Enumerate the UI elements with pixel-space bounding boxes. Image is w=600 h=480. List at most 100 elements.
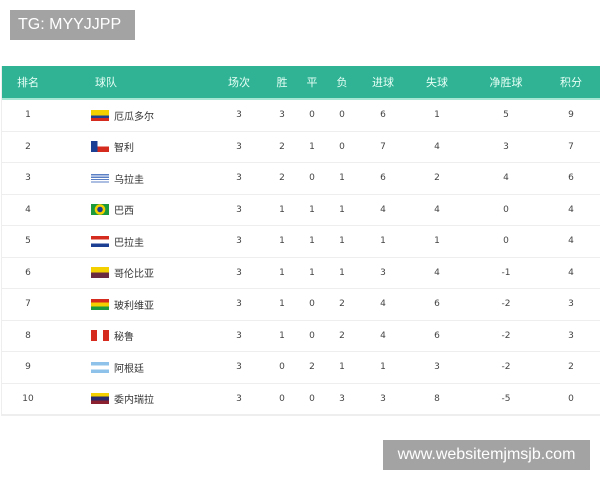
cell-rank: 2 [25,141,31,152]
watermark-top-left: TG: MYYJJPP [10,10,135,40]
cell-rank: 1 [25,110,31,121]
cell-ga: 6 [434,330,440,341]
team-name: 厄瓜多尔 [114,111,154,123]
cell-pts: 4 [568,267,574,278]
header-played: 场次 [228,76,250,89]
cell-gd: 4 [503,173,509,184]
cell-team: 阿根廷 [91,352,144,383]
peru-flag-icon [91,330,109,342]
header-won: 胜 [276,76,288,89]
cell-gf: 1 [380,236,386,247]
cell-drawn: 0 [309,110,315,121]
cell-rank: 3 [25,173,31,184]
cell-pts: 7 [568,141,574,152]
team-name: 乌拉圭 [114,174,144,186]
cell-won: 2 [279,173,285,184]
table-row: 10 3 0 0 3 3 8 -5 0 委内瑞拉 [2,384,600,415]
cell-pts: 3 [568,330,574,341]
cell-rank: 5 [25,236,31,247]
cell-won: 1 [279,330,285,341]
cell-ga: 6 [434,299,440,310]
cell-rank: 4 [25,204,31,215]
header-ga: 失球 [426,76,448,89]
cell-rank: 10 [22,393,34,404]
team-name: 秘鲁 [114,332,134,344]
cell-lost: 2 [339,330,345,341]
cell-team: 厄瓜多尔 [91,100,154,131]
team-name: 巴西 [114,206,134,218]
cell-pts: 9 [568,110,574,121]
table-row: 6 3 1 1 1 3 4 -1 4 哥伦比亚 [2,258,600,289]
cell-drawn: 1 [309,236,315,247]
cell-drawn: 1 [309,267,315,278]
table-row: 1 3 3 0 0 6 1 5 9 厄瓜多尔 [2,100,600,132]
cell-team: 委内瑞拉 [91,384,154,415]
header-pts: 积分 [560,76,582,89]
cell-gf: 4 [380,204,386,215]
cell-gf: 7 [380,141,386,152]
cell-played: 3 [236,362,242,373]
cell-played: 3 [236,141,242,152]
cell-played: 3 [236,393,242,404]
uruguay-flag-icon [91,172,109,184]
brazil-flag-icon [91,204,109,216]
cell-gf: 6 [380,173,386,184]
paraguay-flag-icon [91,235,109,247]
team-name: 阿根廷 [114,363,144,375]
team-name: 巴拉圭 [114,237,144,249]
header-lost: 负 [336,76,348,89]
cell-played: 3 [236,299,242,310]
cell-team: 秘鲁 [91,321,134,352]
cell-gd: -2 [501,299,511,310]
standings-table: 排名 球队 场次 胜 平 负 进球 失球 净胜球 积分 1 3 3 0 0 6 1 5 9 厄瓜多… [1,66,600,416]
cell-drawn: 1 [309,204,315,215]
cell-won: 3 [279,110,285,121]
cell-played: 3 [236,267,242,278]
cell-gd: -2 [501,330,511,341]
cell-lost: 1 [339,236,345,247]
venezuela-flag-icon [91,393,109,405]
cell-drawn: 0 [309,173,315,184]
cell-lost: 2 [339,299,345,310]
cell-drawn: 1 [309,141,315,152]
table-header: 排名 球队 场次 胜 平 负 进球 失球 净胜球 积分 [2,66,600,100]
cell-ga: 1 [434,236,440,247]
cell-ga: 4 [434,141,440,152]
cell-lost: 3 [339,393,345,404]
cell-team: 哥伦比亚 [91,258,154,289]
colombia-flag-icon [91,267,109,279]
cell-pts: 2 [568,362,574,373]
cell-gf: 3 [380,267,386,278]
cell-won: 1 [279,236,285,247]
header-gd: 净胜球 [489,76,523,89]
cell-played: 3 [236,204,242,215]
cell-team: 乌拉圭 [91,163,144,194]
table-row: 3 3 2 0 1 6 2 4 6 乌拉圭 [2,163,600,195]
ecuador-flag-icon [91,109,109,121]
team-name: 玻利维亚 [114,300,154,312]
table-row: 8 3 1 0 2 4 6 -2 3 秘鲁 [2,321,600,352]
cell-won: 1 [279,299,285,310]
header-drawn: 平 [306,76,318,89]
cell-ga: 3 [434,362,440,373]
cell-won: 0 [279,362,285,373]
argentina-flag-icon [91,361,109,373]
cell-lost: 1 [339,204,345,215]
cell-gd: -2 [501,362,511,373]
cell-rank: 7 [25,299,31,310]
team-name: 哥伦比亚 [114,269,154,281]
table-row: 5 3 1 1 1 1 1 0 4 巴拉圭 [2,226,600,258]
cell-gf: 1 [380,362,386,373]
team-name: 智利 [114,143,134,155]
cell-pts: 3 [568,299,574,310]
cell-gf: 4 [380,299,386,310]
cell-lost: 1 [339,362,345,373]
cell-lost: 1 [339,173,345,184]
cell-gd: 3 [503,141,509,152]
cell-lost: 0 [339,110,345,121]
team-name: 委内瑞拉 [114,395,154,407]
table-row: 2 3 2 1 0 7 4 3 7 智利 [2,132,600,163]
cell-lost: 1 [339,267,345,278]
cell-gd: 5 [503,110,509,121]
cell-team: 巴拉圭 [91,226,144,257]
